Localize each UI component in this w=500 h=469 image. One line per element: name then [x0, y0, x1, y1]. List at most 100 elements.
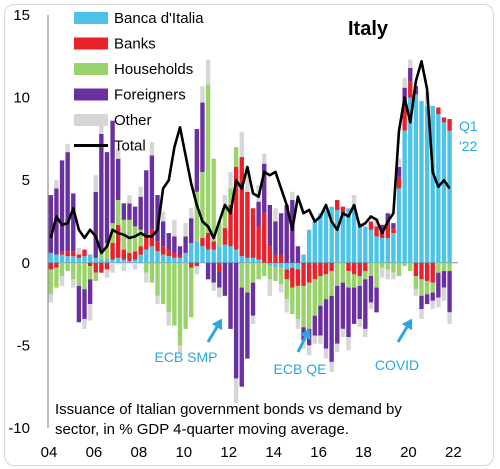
bar-households	[54, 267, 59, 288]
bar-foreigners	[245, 292, 250, 359]
bar-foreigners	[419, 295, 424, 310]
bar-banca-d-italia	[177, 257, 183, 263]
y-tick-label: 5	[22, 172, 30, 189]
bar-banks	[391, 228, 396, 234]
bar-banks	[144, 236, 149, 250]
bar-other	[290, 191, 295, 201]
annotation-q1-22-line-1: Q1	[459, 118, 478, 134]
bar-other	[245, 166, 250, 192]
bar-banks	[436, 107, 441, 115]
bar-banca-d-italia	[250, 257, 256, 263]
bar-foreigners	[278, 213, 284, 255]
bar-banca-d-italia	[200, 246, 205, 263]
bar-other	[329, 361, 334, 372]
bar-other	[379, 267, 385, 278]
bar-households	[172, 262, 177, 326]
annotation-ecb-smp: ECB SMP	[154, 349, 217, 365]
bar-households	[228, 188, 233, 205]
bar-foreigners	[76, 285, 82, 323]
bar-households	[200, 171, 205, 239]
bar-other	[295, 318, 301, 329]
bar-households	[160, 262, 166, 305]
bar-banca-d-italia	[436, 114, 441, 263]
bar-households	[430, 282, 435, 293]
bar-other	[301, 340, 306, 349]
bar-banca-d-italia	[402, 130, 407, 263]
bar-households	[99, 249, 104, 260]
bar-banks	[59, 251, 65, 255]
bar-banks	[351, 262, 357, 275]
bar-households	[155, 262, 160, 296]
bar-banks	[65, 251, 70, 257]
bar-foreigners	[48, 195, 53, 253]
bar-households	[391, 262, 396, 273]
bar-banks	[396, 176, 402, 189]
bar-banks	[402, 104, 407, 131]
bar-banca-d-italia	[59, 254, 65, 263]
x-tick-label: 14	[265, 444, 282, 461]
chart-title: Italy	[348, 18, 389, 40]
bar-banks	[408, 81, 413, 98]
y-tick-label: -5	[17, 337, 30, 354]
bar-other	[419, 309, 424, 319]
bar-banks	[110, 242, 115, 260]
bar-foreigners	[408, 67, 413, 82]
bar-other	[189, 208, 194, 219]
bar-banca-d-italia	[419, 100, 424, 263]
bar-foreigners	[262, 163, 267, 214]
bar-banks	[295, 269, 301, 286]
y-tick-label: 10	[13, 90, 30, 107]
bar-foreigners	[116, 158, 121, 201]
bar-foreigners	[217, 271, 222, 288]
bar-banks	[233, 166, 239, 250]
bar-other	[59, 276, 65, 286]
bar-foreigners	[194, 128, 200, 192]
bar-households	[329, 271, 334, 296]
bar-banks	[155, 241, 160, 252]
bar-other	[93, 175, 98, 192]
bar-households	[59, 262, 65, 277]
bar-banks	[160, 246, 166, 255]
bar-banca-d-italia	[267, 262, 273, 267]
bar-banks	[205, 233, 211, 250]
bar-other	[217, 287, 222, 298]
bar-banca-d-italia	[239, 256, 244, 263]
bar-foreigners	[323, 299, 329, 349]
bar-foreigners	[110, 120, 115, 224]
bar-banca-d-italia	[116, 257, 121, 263]
bar-banca-d-italia	[385, 238, 390, 263]
annotation-q1-22-line-2: '22	[459, 138, 477, 154]
bar-households	[346, 271, 351, 288]
bar-households	[312, 279, 317, 316]
bar-foreigners	[436, 272, 441, 298]
bar-other	[110, 262, 115, 273]
bar-other	[312, 335, 317, 344]
bar-foreigners	[233, 262, 239, 379]
bar-banks	[374, 226, 379, 237]
bar-households	[233, 147, 239, 167]
bar-banca-d-italia	[99, 259, 104, 263]
bar-other	[127, 195, 132, 204]
bar-banca-d-italia	[104, 259, 110, 263]
bar-other	[87, 304, 93, 321]
caption-line-2: sector, in % GDP 4-quarter moving averag…	[55, 421, 349, 438]
bar-banca-d-italia	[363, 226, 368, 263]
bar-banca-d-italia	[87, 254, 93, 263]
bar-banca-d-italia	[222, 244, 228, 263]
bar-households	[408, 262, 413, 272]
bar-banca-d-italia	[228, 246, 233, 263]
bar-households	[144, 262, 149, 273]
bar-banks	[312, 262, 317, 280]
bar-foreigners	[160, 221, 166, 247]
x-tick-label: 20	[400, 444, 417, 461]
bar-banks	[48, 262, 53, 270]
bar-households	[413, 276, 419, 290]
bar-other	[351, 195, 357, 205]
bar-banca-d-italia	[318, 213, 323, 263]
bar-other	[200, 86, 205, 103]
bar-households	[132, 226, 138, 252]
bar-banks	[357, 262, 362, 277]
legend-label-foreigners: Foreigners	[114, 87, 186, 104]
bar-foreigners	[346, 287, 351, 338]
bar-households	[318, 276, 323, 306]
